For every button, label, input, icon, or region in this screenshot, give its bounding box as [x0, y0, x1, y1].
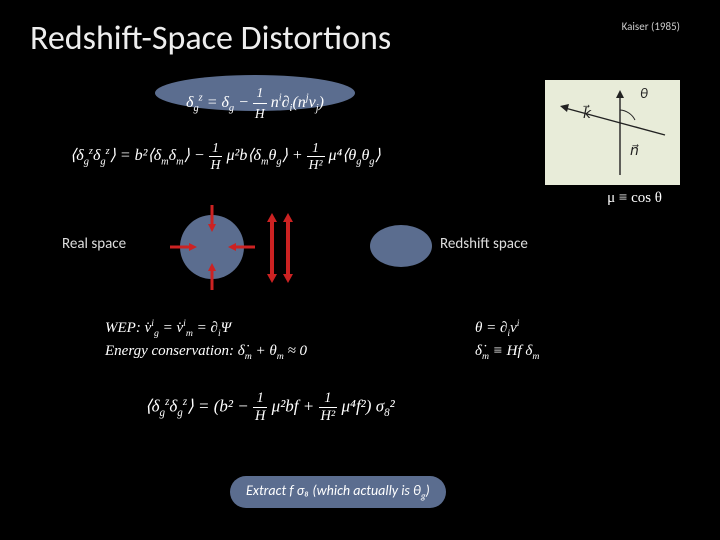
- diagram-svg: θ k⃗ n⃗: [545, 80, 680, 185]
- deltam-definition: δ̇m ≡ Hf δm: [475, 343, 539, 362]
- equation-1-box: δgz = δg − 1H ni∂i(njvj): [155, 75, 355, 111]
- angle-diagram: θ k⃗ n⃗: [545, 80, 680, 185]
- theta-definition: θ = ∂ivi: [475, 318, 520, 339]
- equation-1: δgz = δg − 1H ni∂i(njvj): [186, 94, 324, 111]
- vertical-arrows: [260, 208, 310, 288]
- theta-label: θ: [640, 85, 648, 102]
- inward-arrows: [165, 200, 260, 295]
- mu-definition: μ ≡ cos θ: [607, 190, 662, 207]
- extract-box: Extract f σ₈ (which actually is θg): [230, 476, 446, 508]
- energy-conservation: Energy conservation: δ̇m + θm ≈ 0: [105, 343, 307, 362]
- n-vector-label: n⃗: [630, 142, 639, 159]
- citation: Kaiser (1985): [622, 20, 680, 33]
- slide-title: Redshift-Space Distortions: [30, 18, 391, 59]
- redshift-space-label: Redshift space: [440, 235, 528, 253]
- real-space-label: Real space: [62, 235, 126, 253]
- redshift-space-ellipse: [370, 225, 432, 267]
- k-vector-label: k⃗: [583, 104, 592, 122]
- equation-3: ⟨δgzδgz⟩ = (b² − 1H μ²bf + 1H² μ⁴f²) σ8²: [145, 390, 395, 425]
- wep-equation: WEP: v̇ig = v̇im = ∂iΨ: [105, 318, 231, 339]
- extract-text: Extract f σ₈ (which actually is θg): [246, 482, 430, 499]
- equation-2: ⟨δgzδgz⟩ = b²⟨δmδm⟩ − 1H μ²b⟨δmθg⟩ + 1H²…: [70, 140, 381, 173]
